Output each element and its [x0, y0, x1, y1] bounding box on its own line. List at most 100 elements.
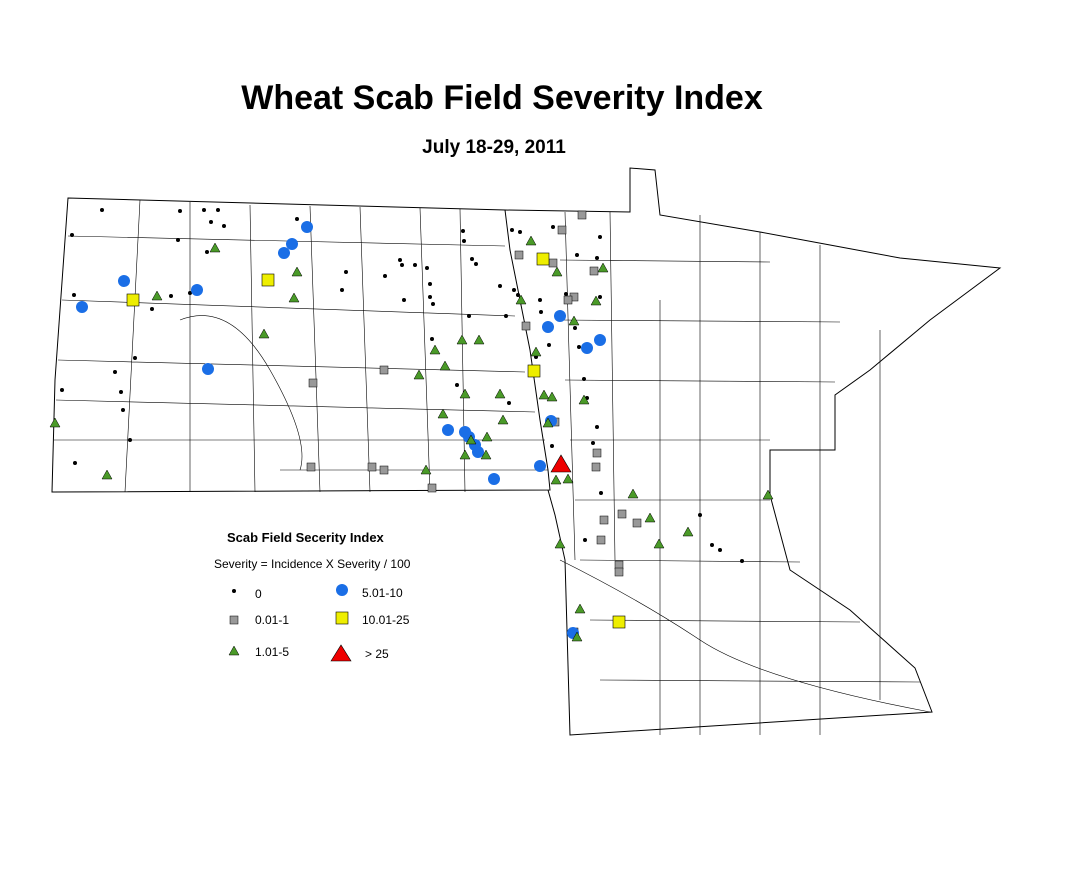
sample-point [550, 444, 554, 448]
title: Wheat Scab Field Severity Index [241, 79, 763, 117]
sample-point [202, 363, 214, 375]
sample-point [514, 250, 524, 260]
sample-point [400, 263, 404, 267]
sample-point [589, 266, 599, 276]
sample-point [222, 224, 226, 228]
sample-point [550, 454, 572, 473]
legend-label: 1.01-5 [255, 645, 289, 659]
sample-point [437, 408, 449, 419]
sample-point [595, 256, 599, 260]
sample-point [542, 321, 554, 333]
sample-point [151, 290, 163, 301]
sample-point [597, 262, 609, 273]
sample-point [459, 449, 471, 460]
sample-point [431, 302, 435, 306]
sample-point [70, 233, 74, 237]
sample-point [118, 275, 130, 287]
sample-point [101, 469, 113, 480]
sample-point [554, 310, 566, 322]
sample-point [551, 225, 555, 229]
sample-point [473, 334, 485, 345]
sample-point [191, 284, 203, 296]
sample-point [462, 239, 466, 243]
sample-point [113, 370, 117, 374]
sample-point [413, 369, 425, 380]
sample-point [653, 538, 665, 549]
sample-point [510, 228, 514, 232]
sample-point [598, 235, 602, 239]
sample-point [582, 377, 586, 381]
sample-point [398, 258, 402, 262]
sample-point [119, 390, 123, 394]
sample-point [425, 266, 429, 270]
sample-point [429, 344, 441, 355]
sample-point [515, 294, 527, 305]
legend: Scab Field Secerity Index Severity = Inc… [214, 530, 411, 662]
sample-point [480, 449, 492, 460]
sample-point [512, 288, 516, 292]
sample-point [133, 356, 137, 360]
sample-point [762, 489, 774, 500]
sample-point [568, 315, 580, 326]
sample-point [367, 462, 377, 472]
sample-point [128, 438, 132, 442]
sample-point [592, 448, 602, 458]
sample-point [301, 221, 313, 233]
sample-point [575, 253, 579, 257]
sample-point [583, 538, 587, 542]
sample-point [599, 491, 603, 495]
sample-point [542, 417, 554, 428]
sample-point [439, 360, 451, 371]
sample-point [682, 526, 694, 537]
sample-point [178, 209, 182, 213]
sample-point [718, 548, 722, 552]
sample-point [470, 257, 474, 261]
legend-formula: Severity = Incidence X Severity / 100 [214, 557, 411, 571]
sample-point [548, 258, 558, 268]
sample-point [518, 230, 522, 234]
sample-point [581, 342, 593, 354]
sample-point [430, 337, 434, 341]
sample-point [498, 284, 502, 288]
sample-point [176, 238, 180, 242]
sample-point [467, 314, 471, 318]
sample-point [627, 488, 639, 499]
sample-point [563, 295, 573, 305]
sample-point [504, 314, 508, 318]
sample-point [428, 282, 432, 286]
sample-point [710, 543, 714, 547]
sample-point [488, 473, 500, 485]
sample-point [530, 346, 542, 357]
legend-label: 0.01-1 [255, 613, 289, 627]
sample-point [590, 295, 602, 306]
sample-point [538, 298, 542, 302]
sample-point [521, 321, 531, 331]
sample-point [644, 512, 656, 523]
sample-point [617, 509, 627, 519]
sample-point [547, 343, 551, 347]
sample-point [527, 364, 541, 378]
sample-point [286, 238, 298, 250]
sample-point [740, 559, 744, 563]
legend-label: > 25 [365, 647, 389, 661]
sample-point [306, 462, 316, 472]
sample-point [494, 388, 506, 399]
sample-point [442, 424, 454, 436]
sample-point [562, 473, 574, 484]
sample-point [459, 388, 471, 399]
sample-point [340, 288, 344, 292]
sample-point [536, 252, 550, 266]
sample-point [169, 294, 173, 298]
subtitle: July 18-29, 2011 [422, 137, 566, 158]
sample-point [598, 295, 602, 299]
sample-point [258, 328, 270, 339]
legend-title: Scab Field Secerity Index [227, 530, 385, 545]
sample-point [481, 431, 493, 442]
sample-point [427, 483, 437, 493]
sample-point [402, 298, 406, 302]
sample-point [632, 518, 642, 528]
sample-point [614, 567, 624, 577]
sample-point [455, 383, 459, 387]
sample-point [76, 301, 88, 313]
